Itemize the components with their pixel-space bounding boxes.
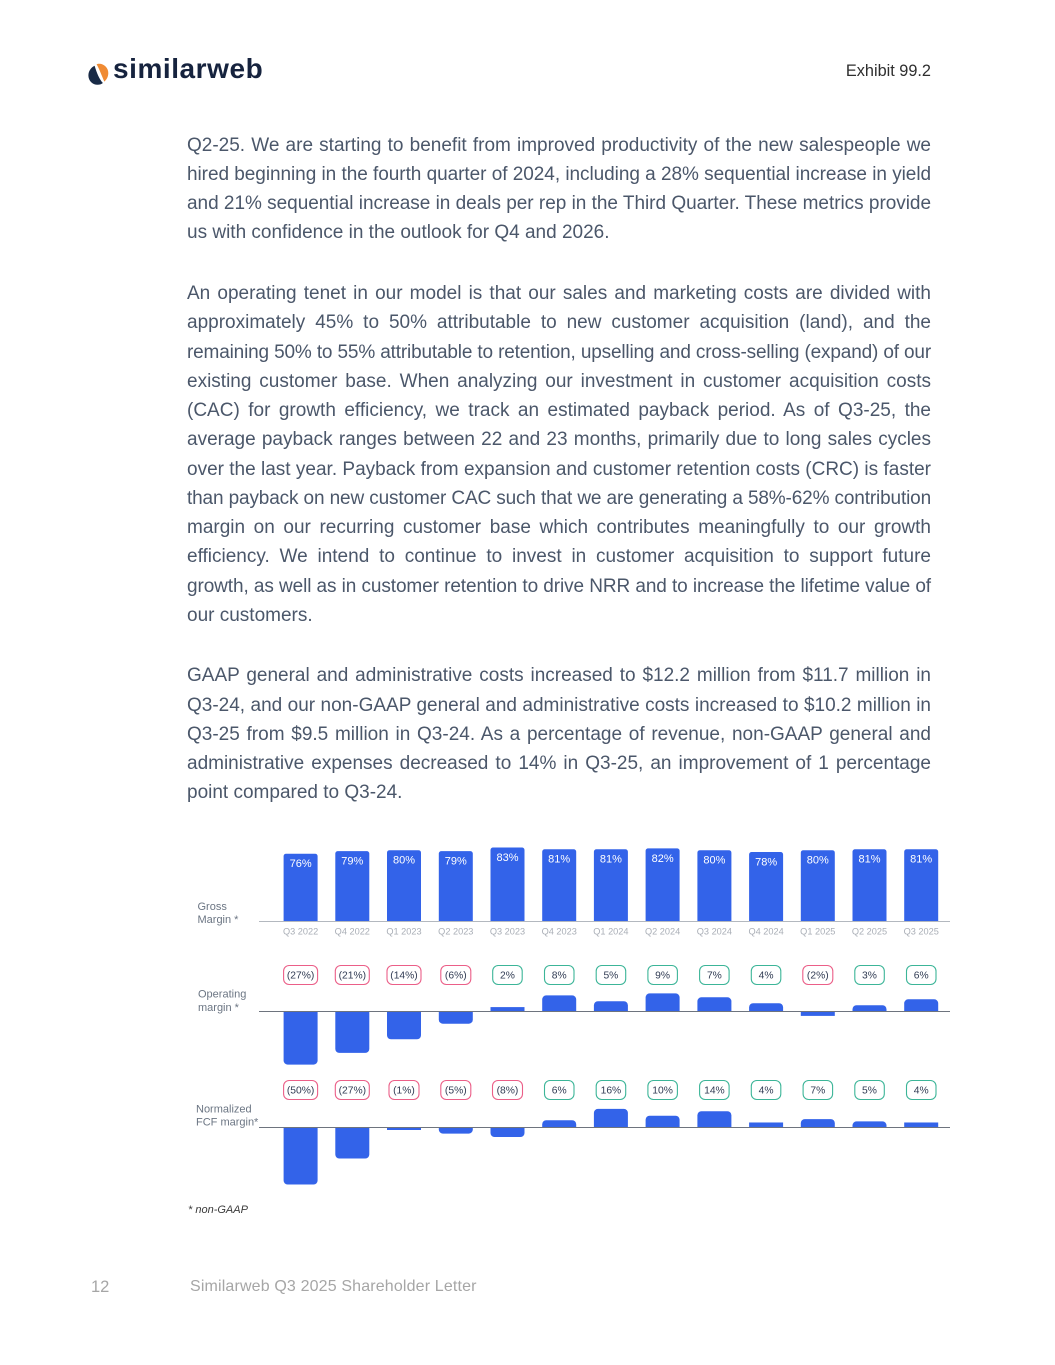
svg-text:10%: 10% [652,1085,673,1096]
svg-text:Q2 2024: Q2 2024 [645,926,680,936]
svg-text:76%: 76% [290,858,312,870]
svg-text:Q1 2023: Q1 2023 [386,926,421,936]
svg-text:80%: 80% [807,855,829,867]
svg-text:82%: 82% [652,853,674,865]
svg-text:2%: 2% [500,970,515,981]
svg-text:(1%): (1%) [393,1085,415,1096]
svg-text:(6%): (6%) [445,970,467,981]
svg-text:9%: 9% [655,970,670,981]
svg-text:6%: 6% [552,1085,567,1096]
svg-text:Q2 2023: Q2 2023 [438,926,473,936]
svg-text:(2%): (2%) [807,970,829,981]
svg-text:4%: 4% [914,1085,929,1096]
svg-text:(27%): (27%) [339,1085,366,1096]
svg-text:81%: 81% [858,854,880,866]
svg-text:79%: 79% [341,855,363,867]
svg-text:4%: 4% [759,970,774,981]
svg-text:Gross: Gross [198,901,228,913]
svg-text:(14%): (14%) [390,970,417,981]
svg-text:8%: 8% [552,970,567,981]
svg-text:5%: 5% [603,970,618,981]
svg-text:Q3 2022: Q3 2022 [283,926,318,936]
svg-text:Operating: Operating [198,989,246,1001]
svg-text:16%: 16% [601,1085,622,1096]
svg-text:Q4 2023: Q4 2023 [542,926,577,936]
svg-text:(5%): (5%) [445,1085,467,1096]
svg-text:Q3 2025: Q3 2025 [904,926,939,936]
svg-text:Q4 2022: Q4 2022 [335,926,370,936]
svg-text:6%: 6% [914,970,929,981]
svg-text:79%: 79% [445,855,467,867]
svg-text:14%: 14% [704,1085,725,1096]
svg-text:Q1 2025: Q1 2025 [800,926,835,936]
svg-text:81%: 81% [548,854,570,866]
svg-text:Q3 2024: Q3 2024 [697,926,732,936]
svg-text:Q4 2024: Q4 2024 [748,926,783,936]
svg-text:5%: 5% [862,1085,877,1096]
svg-text:81%: 81% [600,854,622,866]
svg-text:FCF margin*: FCF margin* [196,1117,259,1129]
svg-text:(50%): (50%) [287,1085,314,1096]
svg-text:* non-GAAP: * non-GAAP [188,1204,249,1216]
svg-text:7%: 7% [810,1085,825,1096]
svg-text:(27%): (27%) [287,970,314,981]
svg-text:78%: 78% [755,856,777,868]
svg-text:Q1 2024: Q1 2024 [593,926,628,936]
svg-text:Q3 2023: Q3 2023 [490,926,525,936]
svg-text:7%: 7% [707,970,722,981]
svg-text:80%: 80% [703,855,725,867]
svg-text:81%: 81% [910,854,932,866]
svg-text:Normalized: Normalized [196,1104,252,1116]
svg-text:3%: 3% [862,970,877,981]
svg-text:(21%): (21%) [339,970,366,981]
svg-text:4%: 4% [759,1085,774,1096]
svg-text:83%: 83% [496,852,518,864]
svg-text:margin *: margin * [198,1002,240,1014]
svg-text:Q2 2025: Q2 2025 [852,926,887,936]
svg-text:Margin *: Margin * [198,914,240,926]
svg-text:(8%): (8%) [497,1085,519,1096]
svg-text:80%: 80% [393,855,415,867]
